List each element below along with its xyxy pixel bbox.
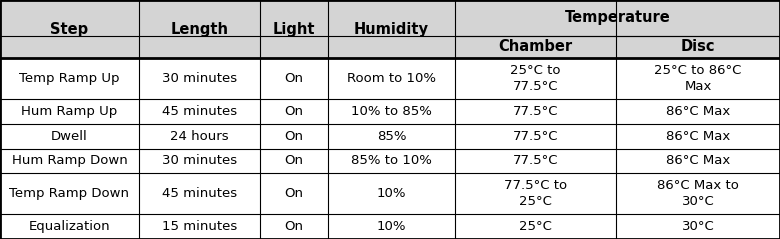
Bar [139,124,260,148]
Text: 85%: 85% [377,130,406,143]
Bar [455,58,616,99]
Bar [260,99,328,124]
Bar [616,58,780,99]
Text: Dwell: Dwell [51,130,88,143]
Bar [260,0,328,58]
Text: On: On [285,220,303,233]
Bar [455,0,780,36]
Text: 77.5°C to
25°C: 77.5°C to 25°C [504,179,567,208]
Bar [139,99,260,124]
Bar [260,124,328,148]
Text: Step: Step [51,22,88,37]
Text: Room to 10%: Room to 10% [347,72,436,85]
Bar [455,148,616,173]
Bar [328,173,455,214]
Text: 25°C: 25°C [519,220,552,233]
Text: 77.5°C: 77.5°C [512,105,558,118]
Text: Humidity: Humidity [354,22,429,37]
Bar [260,148,328,173]
Text: 86°C Max: 86°C Max [666,130,730,143]
Text: On: On [285,105,303,118]
Text: Chamber: Chamber [498,39,573,54]
Text: 25°C to 86°C
Max: 25°C to 86°C Max [654,64,742,93]
Text: Hum Ramp Down: Hum Ramp Down [12,154,127,167]
Text: 86°C Max: 86°C Max [666,105,730,118]
Text: On: On [285,130,303,143]
Text: Temp Ramp Up: Temp Ramp Up [20,72,119,85]
Text: 15 minutes: 15 minutes [161,220,237,233]
Text: 45 minutes: 45 minutes [161,105,237,118]
Text: 10%: 10% [377,220,406,233]
Bar [455,173,616,214]
Bar [0,58,139,99]
Text: On: On [285,154,303,167]
Text: 77.5°C: 77.5°C [512,154,558,167]
Text: 24 hours: 24 hours [170,130,229,143]
Text: 77.5°C: 77.5°C [512,130,558,143]
Bar [328,148,455,173]
Bar [0,148,139,173]
Bar [455,36,616,58]
Bar [0,214,139,239]
Text: 30°C: 30°C [682,220,714,233]
Bar [328,99,455,124]
Text: 10% to 85%: 10% to 85% [351,105,432,118]
Text: Equalization: Equalization [29,220,110,233]
Bar [616,173,780,214]
Bar [139,173,260,214]
Bar [139,214,260,239]
Bar [260,173,328,214]
Bar [455,214,616,239]
Bar [328,58,455,99]
Text: On: On [285,72,303,85]
Bar [0,99,139,124]
Text: 85% to 10%: 85% to 10% [351,154,432,167]
Bar [139,58,260,99]
Bar [616,148,780,173]
Text: 10%: 10% [377,187,406,200]
Bar [260,214,328,239]
Text: Hum Ramp Up: Hum Ramp Up [21,105,118,118]
Text: 45 minutes: 45 minutes [161,187,237,200]
Bar [139,148,260,173]
Text: 86°C Max: 86°C Max [666,154,730,167]
Text: Disc: Disc [681,39,715,54]
Bar [328,0,455,58]
Bar [328,124,455,148]
Text: 86°C Max to
30°C: 86°C Max to 30°C [658,179,739,208]
Text: Length: Length [170,22,229,37]
Bar [139,0,260,58]
Bar [0,124,139,148]
Bar [455,124,616,148]
Text: On: On [285,187,303,200]
Bar [616,99,780,124]
Bar [0,173,139,214]
Text: Temperature: Temperature [565,10,670,25]
Text: 30 minutes: 30 minutes [161,72,237,85]
Text: 25°C to
77.5°C: 25°C to 77.5°C [510,64,561,93]
Text: 30 minutes: 30 minutes [161,154,237,167]
Bar [455,99,616,124]
Text: Light: Light [273,22,315,37]
Text: Temp Ramp Down: Temp Ramp Down [9,187,129,200]
Bar [328,214,455,239]
Bar [0,0,139,58]
Bar [260,58,328,99]
Bar [616,36,780,58]
Bar [616,124,780,148]
Bar [616,214,780,239]
